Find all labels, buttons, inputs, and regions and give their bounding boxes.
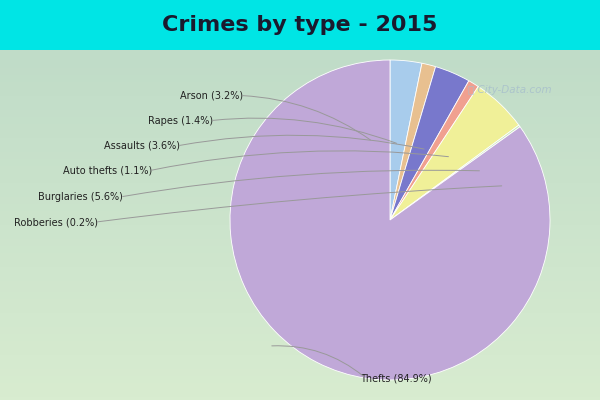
Text: Auto thefts (1.1%): Auto thefts (1.1%) — [62, 166, 152, 176]
Wedge shape — [230, 60, 550, 380]
Wedge shape — [390, 67, 469, 220]
Wedge shape — [390, 60, 422, 220]
Text: Crimes by type - 2015: Crimes by type - 2015 — [163, 15, 437, 35]
Text: Arson (3.2%): Arson (3.2%) — [180, 90, 243, 100]
Wedge shape — [390, 81, 478, 220]
Text: ⓘ City-Data.com: ⓘ City-Data.com — [468, 85, 551, 95]
Text: Assaults (3.6%): Assaults (3.6%) — [104, 141, 180, 151]
Wedge shape — [390, 86, 519, 220]
Wedge shape — [390, 63, 436, 220]
Text: Robberies (0.2%): Robberies (0.2%) — [14, 217, 98, 227]
Wedge shape — [390, 125, 520, 220]
Text: Burglaries (5.6%): Burglaries (5.6%) — [38, 192, 123, 202]
Text: Thefts (84.9%): Thefts (84.9%) — [360, 373, 431, 383]
Text: Rapes (1.4%): Rapes (1.4%) — [148, 116, 213, 126]
